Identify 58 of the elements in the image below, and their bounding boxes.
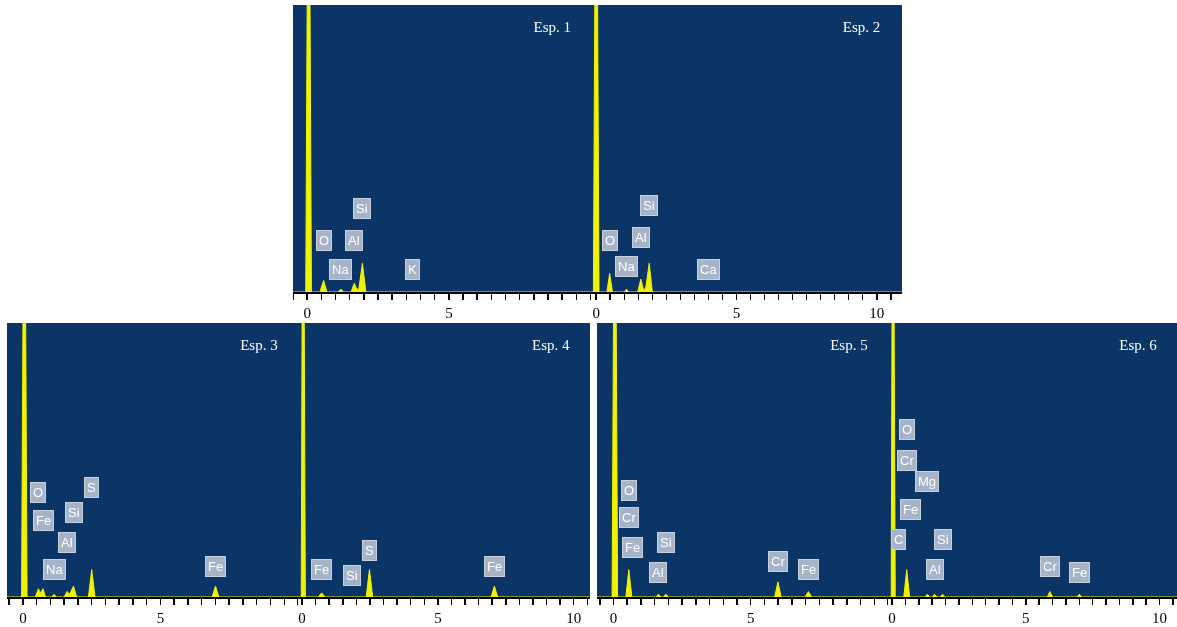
annotation: Na	[618, 259, 636, 274]
x-tick-label: 5	[156, 610, 165, 626]
text: Esp. 4	[532, 337, 571, 354]
x-tick-label: 0	[888, 610, 896, 626]
annotation: Cr	[622, 510, 637, 525]
text: Esp. 3	[240, 337, 278, 354]
annotation: Na	[332, 262, 350, 277]
annotation: Si	[937, 532, 949, 547]
annotation: Al	[635, 230, 647, 245]
annotation: Fe	[314, 562, 330, 577]
annotation: O	[319, 233, 330, 248]
annotation: Fe	[625, 540, 641, 555]
annotation: Si	[643, 198, 655, 213]
x-tick-label: 10	[566, 610, 582, 626]
annotation: Na	[46, 562, 64, 577]
annotation: S	[365, 543, 374, 558]
annotation: Fe	[487, 559, 503, 574]
x-tick-label: 0	[19, 610, 27, 626]
annotation: O	[33, 485, 44, 500]
annotation: C	[894, 532, 904, 547]
annotation: Cr	[900, 453, 915, 468]
annotation: Si	[356, 201, 368, 216]
annotation: Cr	[771, 554, 786, 569]
annotation: Si	[660, 535, 672, 550]
annotation: S	[87, 480, 96, 495]
annotation: Fe	[903, 502, 919, 517]
text: Esp. 1	[533, 19, 572, 36]
annotation: Mg	[918, 474, 937, 489]
text: Esp. 2	[842, 19, 881, 36]
annotation: Al	[348, 233, 360, 248]
text: Esp. 6	[1119, 337, 1158, 354]
annotation: Si	[68, 505, 80, 520]
x-tick-label: 5	[746, 610, 755, 626]
annotation: O	[624, 483, 635, 498]
x-tick-label: 10	[869, 305, 885, 321]
x-tick-label: 0	[303, 305, 311, 321]
x-tick-label: 5	[445, 305, 453, 321]
annotation: Ca	[700, 262, 718, 277]
x-tick-label: 5	[434, 610, 442, 626]
x-tick-label: 5	[732, 305, 741, 321]
annotation: Fe	[208, 559, 224, 574]
annotation: Fe	[36, 513, 52, 528]
x-tick-label: 5	[1022, 610, 1030, 626]
annotation: Si	[346, 568, 358, 583]
x-tick-label: 10	[1152, 610, 1168, 626]
x-tick-label: 0	[298, 610, 306, 626]
annotation: Al	[929, 562, 941, 577]
annotation: O	[605, 233, 616, 248]
annotation: O	[902, 422, 913, 437]
text: Esp. 5	[830, 337, 868, 354]
x-tick-label: 0	[609, 610, 618, 626]
annotation: K	[408, 262, 417, 277]
annotation: Fe	[1072, 565, 1088, 580]
annotation: Cr	[1043, 559, 1058, 574]
annotation: Fe	[801, 562, 817, 577]
annotation: Al	[652, 565, 664, 580]
x-tick-label: 0	[592, 305, 600, 321]
annotation: Al	[61, 535, 73, 550]
